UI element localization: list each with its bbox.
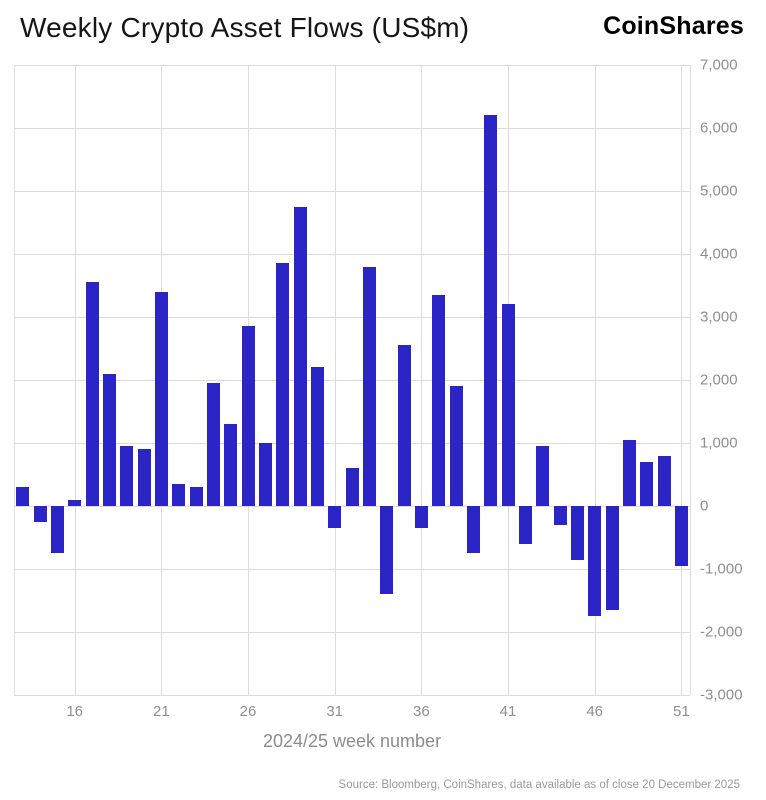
bar-week-48 (622, 439, 636, 506)
y-tick-label: 0 (700, 497, 709, 515)
bar-week-42 (518, 506, 532, 544)
bar-week-51 (674, 506, 688, 566)
gridline-horizontal (14, 569, 690, 570)
x-tick-label-46: 46 (586, 703, 603, 720)
bar-week-44 (553, 506, 567, 525)
bar-week-23 (189, 487, 203, 506)
bar-week-26 (241, 326, 255, 506)
gridline-vertical (690, 65, 691, 695)
bar-week-13 (16, 487, 30, 506)
gridline-vertical (14, 65, 15, 695)
bar-week-38 (449, 386, 463, 506)
bar-week-40 (484, 115, 498, 506)
bar-week-24 (206, 383, 220, 506)
bar-week-28 (276, 263, 290, 506)
gridline-horizontal (14, 695, 690, 696)
x-axis-title: 2024/25 week number (262, 731, 442, 751)
y-tick-label: 6,000 (700, 119, 738, 137)
y-tick-label: -1,000 (700, 560, 743, 578)
bar-week-14 (33, 506, 47, 522)
bar-week-15 (50, 506, 64, 554)
bar-week-50 (657, 455, 671, 506)
bar-week-34 (380, 506, 394, 595)
x-tick-label-31: 31 (326, 703, 343, 720)
y-tick-label: 3,000 (700, 308, 738, 326)
gridline-horizontal (14, 632, 690, 633)
bar-week-20 (137, 449, 151, 506)
bar-week-35 (397, 345, 411, 506)
chart-title: Weekly Crypto Asset Flows (US$m) (20, 12, 470, 43)
bar-week-18 (102, 373, 116, 506)
bar-week-39 (466, 506, 480, 554)
plot-area (14, 65, 691, 696)
y-tick-label: -2,000 (700, 623, 743, 641)
bar-week-21 (154, 291, 168, 506)
bar-week-27 (258, 443, 272, 506)
gridline-horizontal (14, 191, 690, 192)
x-tick-label-16: 16 (66, 703, 83, 720)
bar-week-37 (432, 294, 446, 506)
x-tick-label-36: 36 (412, 703, 430, 720)
bar-week-25 (224, 424, 238, 506)
bar-week-33 (362, 266, 376, 506)
y-tick-label: 2,000 (700, 371, 738, 389)
x-tick-label-41: 41 (499, 703, 517, 720)
bar-week-31 (328, 506, 342, 529)
source-note: Source: Bloomberg, CoinShares, data avai… (338, 779, 740, 791)
x-tick-label-26: 26 (239, 703, 257, 720)
bar-week-47 (605, 506, 619, 610)
gridline-vertical (421, 65, 423, 695)
bar-week-49 (640, 461, 654, 506)
bar-week-30 (310, 367, 324, 506)
gridline-vertical (594, 65, 596, 695)
gridline-vertical (334, 65, 336, 695)
gridline-horizontal (14, 317, 690, 318)
bar-week-22 (172, 483, 186, 506)
coinshares-logo: CoinShares (603, 12, 744, 40)
bar-week-41 (501, 304, 515, 506)
gridline-vertical (681, 65, 683, 695)
gridline-vertical (74, 65, 76, 695)
bar-week-45 (570, 506, 584, 560)
gridline-horizontal (14, 65, 690, 66)
gridline-horizontal (14, 506, 690, 507)
bar-week-16 (68, 499, 82, 506)
bar-week-36 (414, 506, 428, 529)
y-tick-label: 4,000 (700, 245, 738, 263)
bar-week-32 (345, 468, 359, 506)
y-tick-label: -3,000 (700, 686, 743, 704)
bar-week-19 (120, 446, 134, 506)
y-tick-label: 5,000 (700, 182, 738, 200)
gridline-horizontal (14, 128, 690, 129)
gridline-horizontal (14, 443, 690, 444)
bar-week-29 (293, 206, 307, 506)
gridline-horizontal (14, 254, 690, 255)
bar-week-46 (588, 506, 602, 617)
y-tick-label: 7,000 (700, 56, 738, 74)
bar-week-17 (85, 282, 99, 506)
x-tick-label-51: 51 (672, 703, 690, 720)
x-tick-label-21: 21 (152, 703, 170, 720)
y-tick-label: 1,000 (700, 434, 738, 452)
gridline-horizontal (14, 380, 690, 381)
bar-week-43 (536, 446, 550, 506)
